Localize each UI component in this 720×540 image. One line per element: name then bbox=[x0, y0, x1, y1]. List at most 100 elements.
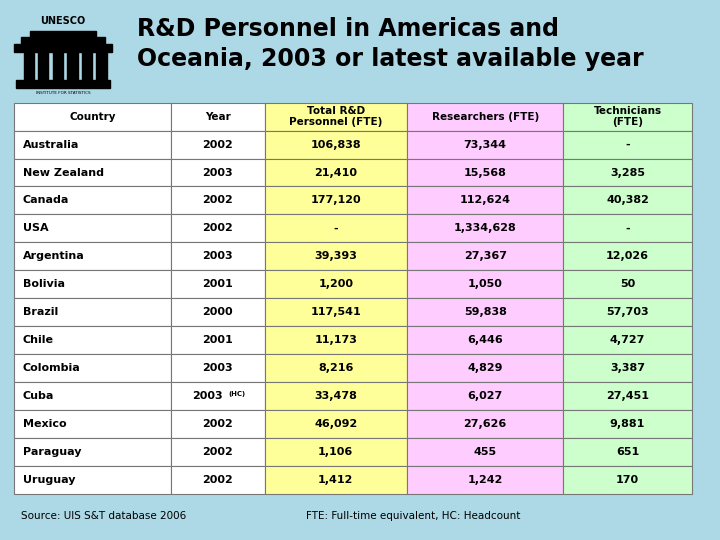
Text: 1,106: 1,106 bbox=[318, 447, 354, 457]
Text: 6,446: 6,446 bbox=[467, 335, 503, 345]
Text: Paraguay: Paraguay bbox=[23, 447, 81, 457]
Text: 2002: 2002 bbox=[202, 195, 233, 206]
Bar bbox=[171, 466, 264, 494]
Bar bbox=[171, 410, 264, 438]
Bar bbox=[171, 131, 264, 159]
Bar bbox=[407, 131, 563, 159]
Bar bbox=[171, 242, 264, 271]
Text: 21,410: 21,410 bbox=[314, 167, 357, 178]
Bar bbox=[407, 382, 563, 410]
Bar bbox=[14, 382, 171, 410]
Bar bbox=[14, 186, 171, 214]
Bar bbox=[563, 438, 692, 466]
Bar bbox=[264, 298, 407, 326]
Text: 1,200: 1,200 bbox=[318, 279, 354, 289]
Text: Australia: Australia bbox=[23, 139, 79, 150]
Text: 4,829: 4,829 bbox=[467, 363, 503, 373]
Bar bbox=[264, 242, 407, 271]
Text: ___________: ___________ bbox=[48, 29, 78, 33]
Bar bbox=[14, 298, 171, 326]
Text: Bolivia: Bolivia bbox=[23, 279, 65, 289]
Text: 2001: 2001 bbox=[202, 335, 233, 345]
Text: 73,344: 73,344 bbox=[464, 139, 507, 150]
Text: FTE: Full-time equivalent, HC: Headcount: FTE: Full-time equivalent, HC: Headcount bbox=[306, 511, 521, 521]
Bar bbox=[14, 326, 171, 354]
Bar bbox=[563, 466, 692, 494]
Bar bbox=[407, 159, 563, 186]
Text: 1,412: 1,412 bbox=[318, 475, 354, 485]
Bar bbox=[264, 131, 407, 159]
Text: 12,026: 12,026 bbox=[606, 252, 649, 261]
Bar bbox=[563, 271, 692, 298]
Bar bbox=[407, 242, 563, 271]
Text: Mexico: Mexico bbox=[23, 419, 66, 429]
Text: 1,334,628: 1,334,628 bbox=[454, 224, 516, 233]
Bar bbox=[21, 37, 105, 44]
Text: 2001: 2001 bbox=[202, 279, 233, 289]
Bar bbox=[38, 52, 48, 80]
Bar bbox=[407, 214, 563, 242]
Text: INSTITUTE FOR STATISTICS: INSTITUTE FOR STATISTICS bbox=[36, 91, 90, 96]
Bar bbox=[407, 326, 563, 354]
Text: 117,541: 117,541 bbox=[310, 307, 361, 318]
Text: 6,027: 6,027 bbox=[467, 391, 503, 401]
Bar bbox=[14, 103, 171, 131]
Bar bbox=[563, 354, 692, 382]
Bar bbox=[14, 214, 171, 242]
Bar bbox=[24, 52, 34, 80]
Text: 177,120: 177,120 bbox=[310, 195, 361, 206]
Bar bbox=[563, 326, 692, 354]
Bar bbox=[30, 31, 96, 37]
Text: Total R&D
Personnel (FTE): Total R&D Personnel (FTE) bbox=[289, 106, 382, 127]
Text: 2002: 2002 bbox=[202, 419, 233, 429]
Text: 2003: 2003 bbox=[192, 391, 222, 401]
Bar bbox=[14, 354, 171, 382]
Bar bbox=[407, 410, 563, 438]
Text: New Zealand: New Zealand bbox=[23, 167, 104, 178]
Bar bbox=[68, 52, 78, 80]
Text: 9,881: 9,881 bbox=[610, 419, 645, 429]
Bar bbox=[16, 80, 110, 88]
Text: 46,092: 46,092 bbox=[314, 419, 357, 429]
Bar bbox=[14, 159, 171, 186]
Text: 170: 170 bbox=[616, 475, 639, 485]
Text: 27,367: 27,367 bbox=[464, 252, 507, 261]
Text: 15,568: 15,568 bbox=[464, 167, 507, 178]
Text: 39,393: 39,393 bbox=[315, 252, 357, 261]
Text: 27,626: 27,626 bbox=[464, 419, 507, 429]
Bar bbox=[563, 410, 692, 438]
Bar bbox=[14, 44, 112, 52]
Bar bbox=[171, 271, 264, 298]
Bar bbox=[171, 103, 264, 131]
Bar bbox=[563, 131, 692, 159]
Text: Chile: Chile bbox=[23, 335, 54, 345]
Text: 2003: 2003 bbox=[202, 252, 233, 261]
Text: 2000: 2000 bbox=[202, 307, 233, 318]
Bar bbox=[171, 354, 264, 382]
Bar bbox=[407, 271, 563, 298]
Text: 40,382: 40,382 bbox=[606, 195, 649, 206]
Bar bbox=[171, 159, 264, 186]
Bar bbox=[171, 326, 264, 354]
Text: Colombia: Colombia bbox=[23, 363, 81, 373]
Text: -: - bbox=[333, 224, 338, 233]
Bar bbox=[171, 186, 264, 214]
Text: USA: USA bbox=[23, 224, 48, 233]
Text: Year: Year bbox=[204, 112, 230, 122]
Bar bbox=[264, 438, 407, 466]
Text: 57,703: 57,703 bbox=[606, 307, 649, 318]
Bar bbox=[407, 354, 563, 382]
Bar bbox=[563, 214, 692, 242]
Text: 4,727: 4,727 bbox=[610, 335, 645, 345]
Bar bbox=[14, 410, 171, 438]
Text: 2002: 2002 bbox=[202, 224, 233, 233]
Bar bbox=[563, 242, 692, 271]
Bar bbox=[407, 186, 563, 214]
Text: 3,387: 3,387 bbox=[610, 363, 645, 373]
Text: 2003: 2003 bbox=[202, 167, 233, 178]
Text: -: - bbox=[625, 139, 630, 150]
Bar bbox=[563, 159, 692, 186]
Text: 2003: 2003 bbox=[202, 363, 233, 373]
Text: 33,478: 33,478 bbox=[315, 391, 357, 401]
Bar bbox=[264, 466, 407, 494]
